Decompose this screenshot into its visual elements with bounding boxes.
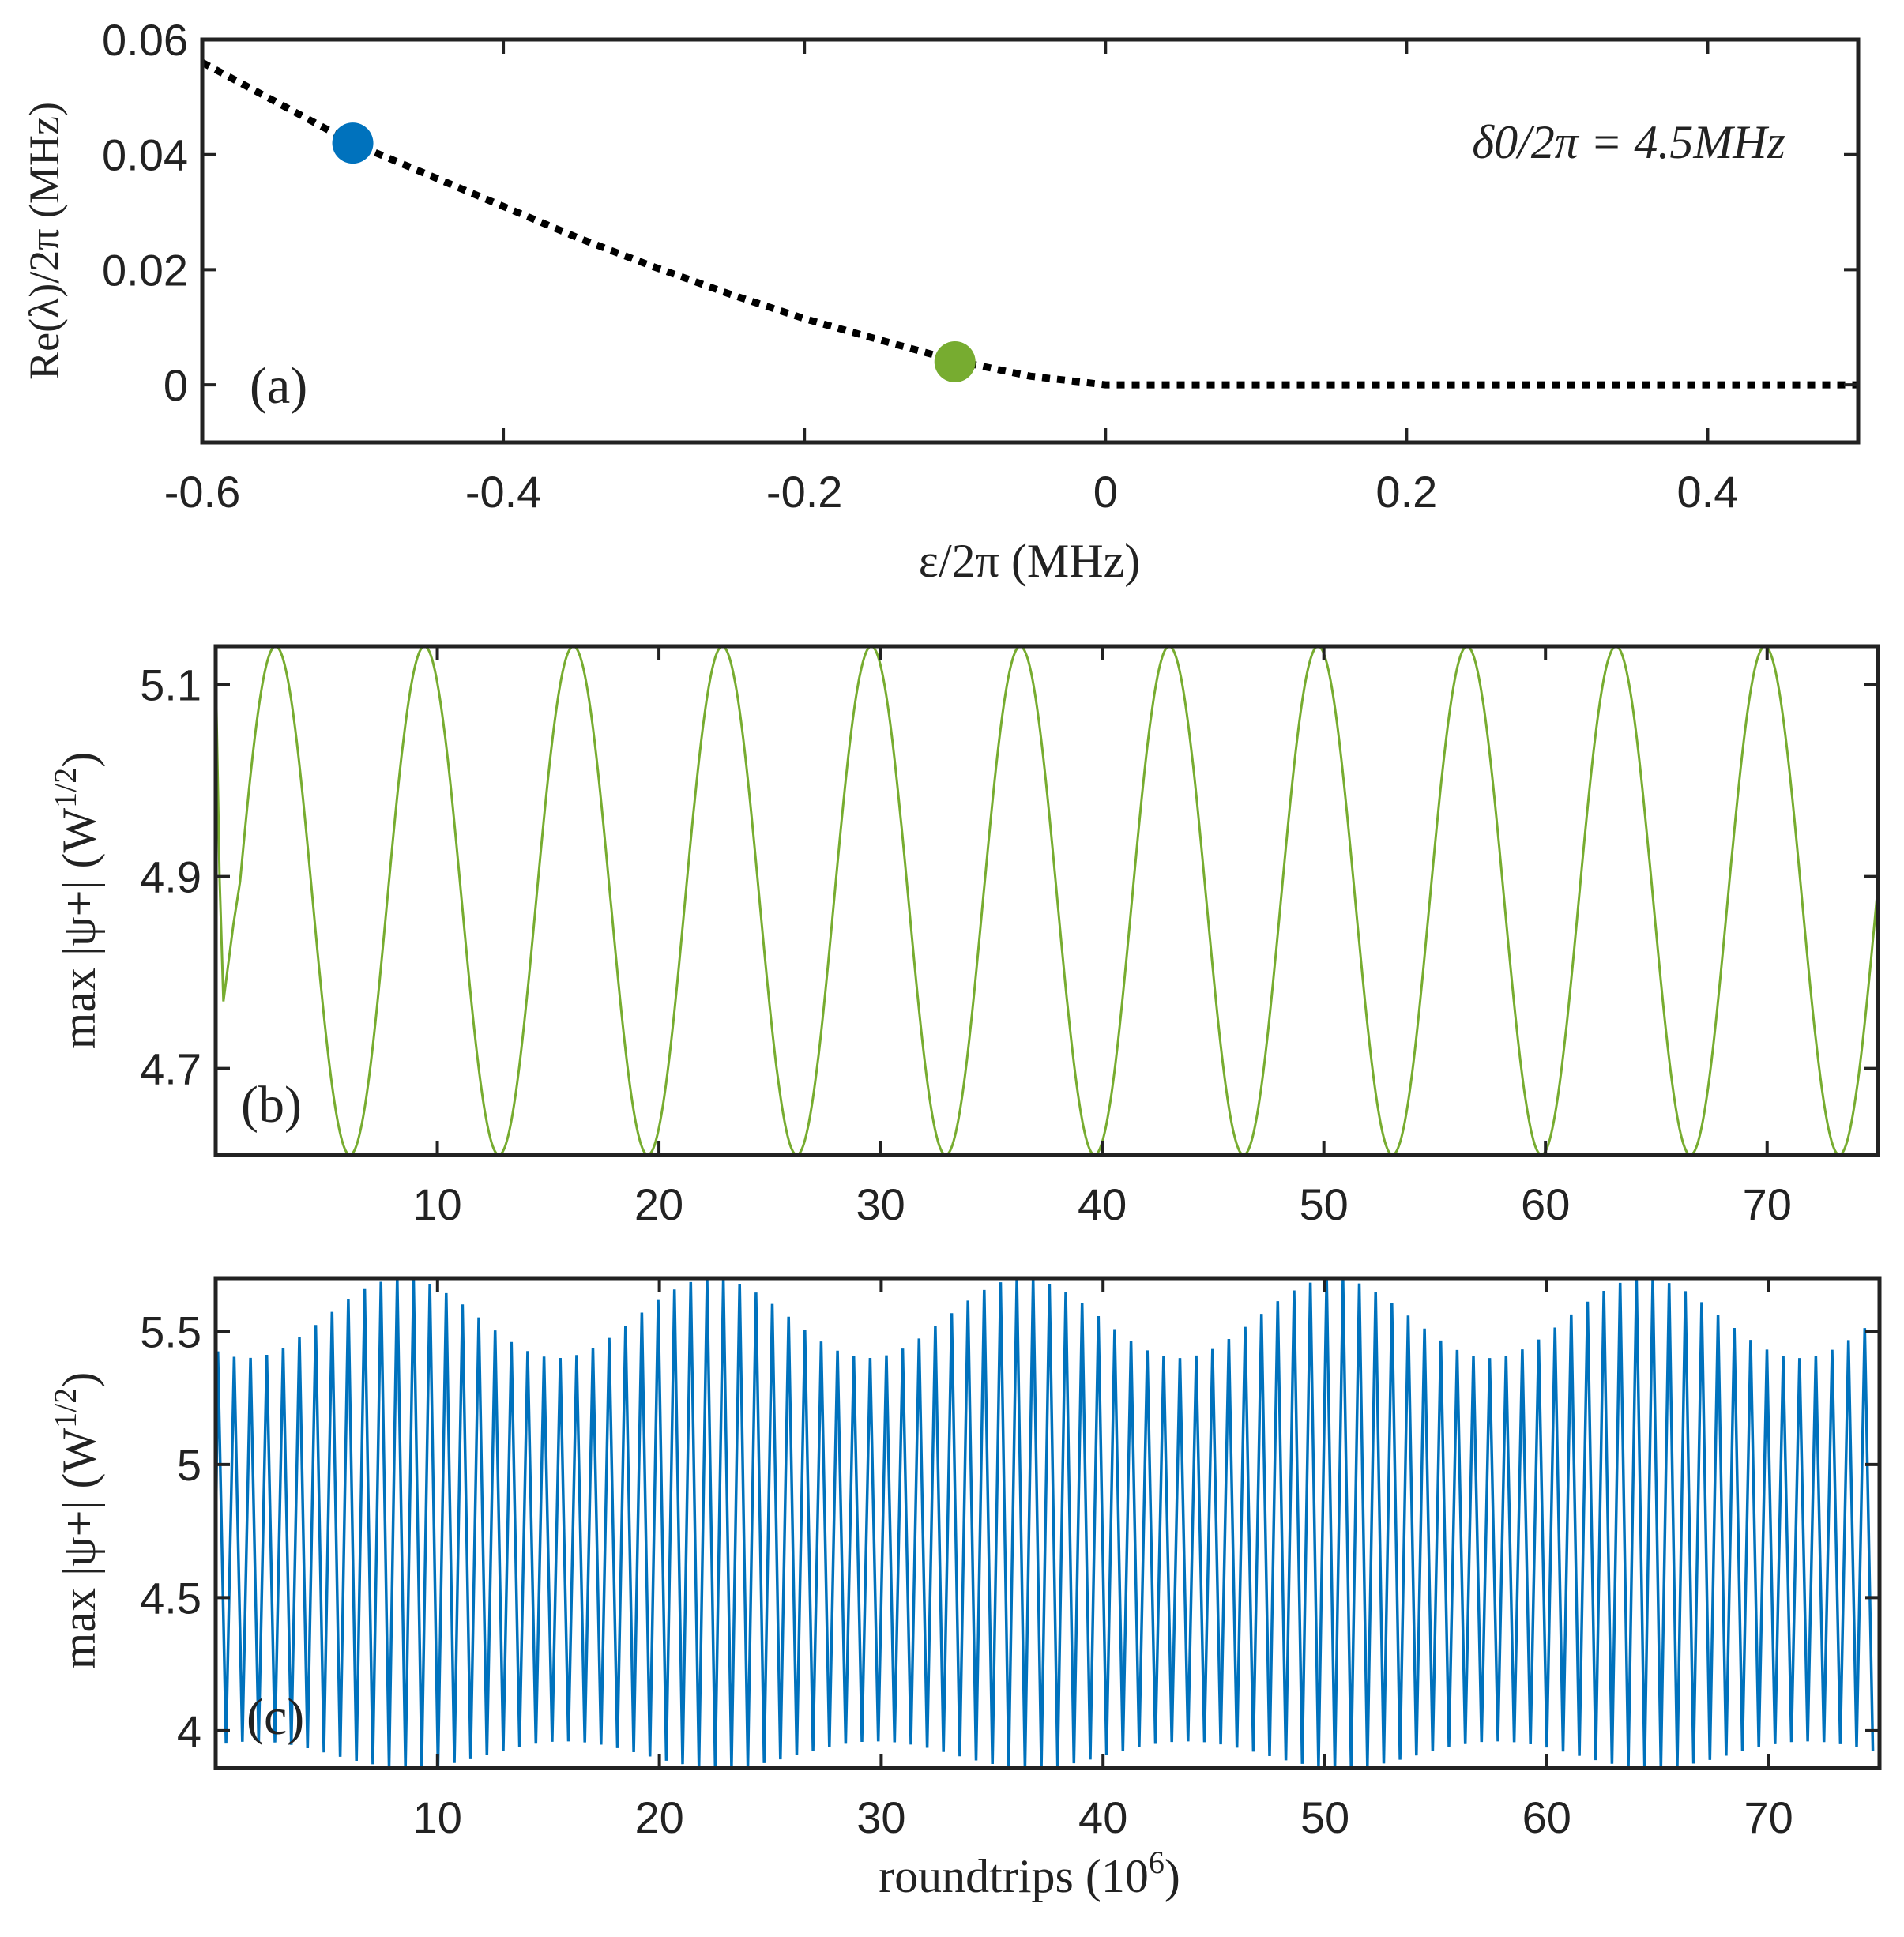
panel-c-ticks: 10 20 30 40 50 60 70 4 4.5 5 5.5 (140, 1278, 1880, 1842)
panel-c-xlabel-sup: 6 (1149, 1845, 1165, 1880)
x-tick-label: 70 (1744, 1792, 1793, 1842)
panel-b-label: (b) (241, 1076, 302, 1134)
y-tick-label: 4.9 (140, 852, 201, 902)
x-tick-label: 50 (1300, 1179, 1349, 1229)
panel-b-ylabel-close: ) (53, 752, 105, 768)
x-tick-label: 60 (1521, 1179, 1570, 1229)
y-tick-label: 0 (164, 360, 188, 410)
x-tick-label: 0 (1093, 467, 1118, 517)
panel-b-ylabel-sup: 1/2 (47, 768, 83, 808)
series-line-blue (214, 1278, 1875, 1768)
panel-a-xlabel: ε/2π (MHz) (919, 535, 1140, 587)
y-tick-label: 4 (177, 1706, 201, 1756)
series-line-re-lambda (200, 59, 1858, 389)
panel-a: -0.6 -0.4 -0.2 0 0.2 0.4 0 0.02 0.04 0.06 (a) δ0/… (21, 15, 1861, 587)
panel-c-plot (214, 1278, 1875, 1768)
panel-c-xlabel-close: ) (1165, 1850, 1180, 1902)
x-tick-label: -0.4 (465, 467, 542, 517)
panel-c-label: (c) (246, 1688, 304, 1746)
y-tick-label: 0.04 (102, 130, 188, 180)
x-tick-label: -0.6 (164, 467, 241, 517)
x-tick-label: 20 (634, 1179, 683, 1229)
panel-c-ylabel-sup: 1/2 (47, 1388, 83, 1428)
panel-c: 10 20 30 40 50 60 70 4 4.5 5 5.5 (c) roundtrips (1… (47, 1276, 1882, 1902)
y-tick-label: 4.7 (140, 1044, 201, 1094)
marker-green-point (934, 341, 976, 382)
panel-a-annotation: δ0/2π = 4.5MHz (1472, 116, 1785, 168)
x-tick-label: 40 (1078, 1179, 1127, 1229)
panel-a-ticks: -0.6 -0.4 -0.2 0 0.2 0.4 0 0.02 0.04 0.06 (102, 15, 1858, 517)
x-tick-label: 10 (412, 1179, 461, 1229)
x-tick-label: 0.2 (1375, 467, 1437, 517)
panel-b-frame (213, 644, 1880, 1157)
x-tick-label: 70 (1743, 1179, 1792, 1229)
panel-c-ylabel: max |ψ+| (W1/2) (47, 1372, 105, 1669)
x-tick-label: 60 (1522, 1792, 1571, 1842)
y-tick-label: 5 (177, 1440, 201, 1490)
panel-b-ylabel: max |ψ+| (W1/2) (47, 752, 105, 1049)
x-tick-label: -0.2 (766, 467, 843, 517)
panel-c-frame (213, 1276, 1882, 1770)
y-tick-label: 0.06 (102, 15, 188, 65)
x-tick-label: 50 (1300, 1792, 1349, 1842)
panel-a-ylabel: Re(λ)/2π (MHz) (21, 102, 68, 380)
panel-c-ylabel-close: ) (53, 1372, 105, 1388)
panel-c-xlabel: roundtrips (106) (879, 1845, 1180, 1902)
x-tick-label: 30 (856, 1792, 905, 1842)
panel-c-ylabel-main: max |ψ+| (W (53, 1428, 105, 1670)
x-tick-label: 30 (856, 1179, 905, 1229)
x-tick-label: 10 (413, 1792, 462, 1842)
y-tick-label: 4.5 (140, 1573, 201, 1623)
panel-a-frame (200, 37, 1861, 445)
series-line-green (214, 645, 1880, 1157)
x-tick-label: 40 (1078, 1792, 1127, 1842)
y-tick-label: 5.5 (140, 1307, 201, 1356)
x-tick-label: 0.4 (1677, 467, 1739, 517)
panel-c-xlabel-main: roundtrips (10 (879, 1850, 1149, 1902)
panel-b-plot (214, 645, 1880, 1157)
panel-a-label: (a) (250, 357, 307, 415)
marker-blue-point (332, 122, 374, 164)
panel-b: 10 20 30 40 50 60 704.74.95.1 (b) max |ψ+| (W1… (47, 644, 1880, 1229)
panel-b-ylabel-main: max |ψ+| (W (53, 808, 105, 1050)
y-tick-label: 5.1 (140, 660, 201, 710)
panel-b-ticks: 10 20 30 40 50 60 70 4.7 4.9 5.1 (140, 646, 1878, 1229)
panel-a-plot (200, 59, 1858, 389)
x-tick-label: 20 (634, 1792, 683, 1842)
y-tick-label: 0.02 (102, 245, 188, 295)
